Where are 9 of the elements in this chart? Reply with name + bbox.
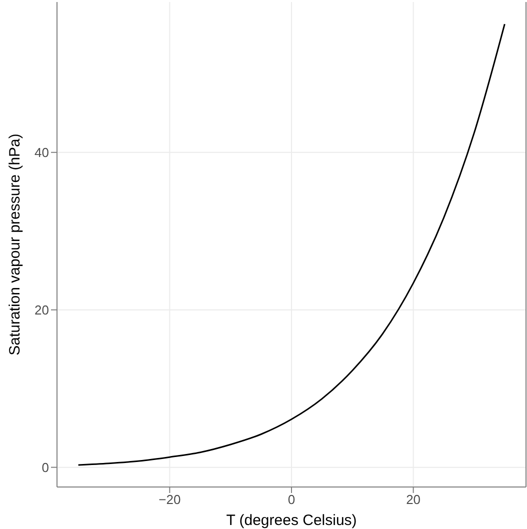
x-tick-label: 0 xyxy=(288,492,296,508)
line-series xyxy=(78,23,506,466)
y-tick-label: 40 xyxy=(34,144,49,160)
y-tick-label: 20 xyxy=(34,302,49,318)
x-tick-label: −20 xyxy=(158,492,181,508)
y-tick-label: 0 xyxy=(42,460,49,475)
y-axis-title: Saturation vapour pressure (hPa) xyxy=(6,134,24,356)
x-tick-label: 20 xyxy=(406,492,421,508)
x-axis-title: T (degrees Celsius) xyxy=(226,512,357,529)
